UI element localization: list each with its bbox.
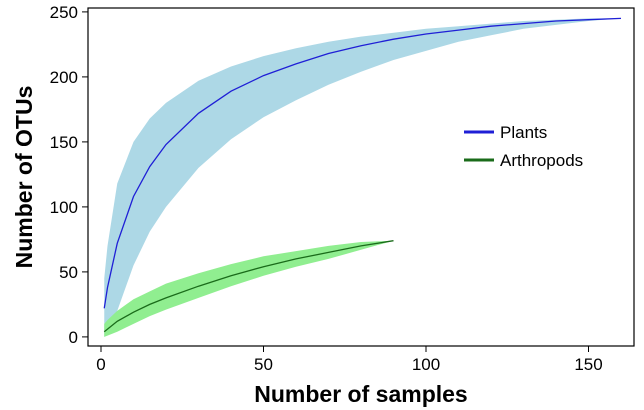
x-axis: 0 50 100 150	[96, 346, 603, 374]
x-tick-label: 50	[254, 355, 273, 374]
x-tick-label: 150	[574, 355, 602, 374]
plants-line	[103, 17, 622, 309]
y-tick-label: 150	[50, 133, 78, 152]
x-tick-label: 0	[96, 355, 105, 374]
plants-legend-label: Plants	[500, 123, 547, 142]
series-lines	[103, 17, 622, 333]
y-tick-label: 200	[50, 68, 78, 87]
arthropods-confidence-band	[104, 240, 394, 337]
y-tick-label: 50	[59, 263, 78, 282]
y-axis-title: Number of OTUs	[11, 86, 37, 269]
x-tick-label: 100	[412, 355, 440, 374]
plot-frame	[87, 7, 635, 347]
arthropods-legend-label: Arthropods	[500, 151, 583, 170]
y-axis: 0 50 100 150 200 250	[50, 3, 88, 347]
plants-confidence-band	[104, 18, 621, 337]
legend: Plants Arthropods	[464, 123, 583, 170]
confidence-bands	[104, 18, 621, 337]
y-tick-label: 250	[50, 3, 78, 22]
x-axis-title: Number of samples	[254, 381, 467, 407]
y-tick-label: 100	[50, 198, 78, 217]
arthropods-line	[103, 240, 394, 333]
y-tick-label: 0	[69, 328, 78, 347]
